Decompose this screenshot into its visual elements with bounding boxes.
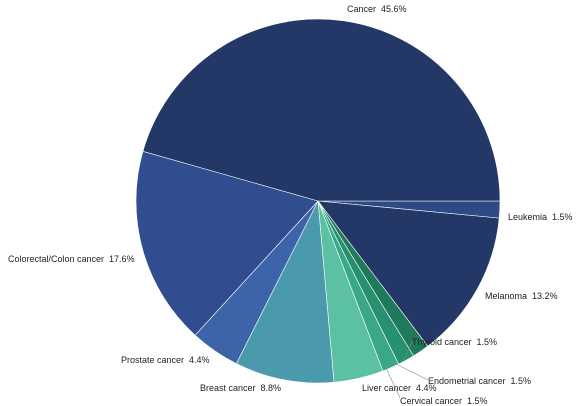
pie-slice-colorectal-colon-cancer[interactable]: [135, 150, 319, 336]
leader-line: [403, 341, 413, 361]
slice-label-value: 4.4%: [189, 355, 210, 365]
slice-label-leukemia: Leukemia 1.5%: [508, 212, 573, 222]
slice-label-value: 4.4%: [416, 383, 437, 393]
slice-label-name: Liver cancer: [362, 383, 411, 393]
slice-label-name: Cervical cancer: [400, 396, 462, 406]
slice-label-liver-cancer: Liver cancer 4.4%: [362, 383, 437, 393]
pie-slice-breast-cancer[interactable]: [235, 199, 335, 384]
slice-label-name: Prostate cancer: [121, 355, 184, 365]
slice-label-value: 1.5%: [552, 212, 573, 222]
slice-label-cervical-cancer: Cervical cancer 1.5%: [400, 396, 488, 406]
slice-label-breast-cancer: Breast cancer 8.8%: [200, 383, 281, 393]
slice-label-value: 17.6%: [109, 254, 135, 264]
slice-label-name: Leukemia: [508, 212, 547, 222]
leader-line: [395, 363, 429, 381]
pie-slices: [135, 18, 501, 384]
slice-label-thyroid-cancer: Thyroid cancer 1.5%: [412, 337, 497, 347]
slice-label-colorectal-colon-cancer: Colorectal/Colon cancer 17.6%: [8, 254, 135, 264]
slice-label-name: Breast cancer: [200, 383, 256, 393]
slice-label-value: 45.6%: [381, 4, 407, 14]
pie-slice-cancer[interactable]: [142, 18, 501, 202]
slice-label-name: Thyroid cancer: [412, 337, 472, 347]
slice-label-value: 1.5%: [477, 337, 498, 347]
slice-label-value: 1.5%: [467, 396, 488, 406]
slice-label-melanoma: Melanoma 13.2%: [485, 291, 558, 301]
slice-label-name: Melanoma: [485, 291, 527, 301]
slice-label-name: Colorectal/Colon cancer: [8, 254, 104, 264]
leader-line: [385, 367, 401, 399]
slice-label-cancer: Cancer 45.6%: [347, 4, 407, 14]
slice-label-value: 1.5%: [511, 376, 532, 386]
pie-slice-melanoma[interactable]: [317, 200, 500, 347]
slice-label-value: 13.2%: [532, 291, 558, 301]
slice-label-prostate-cancer: Prostate cancer 4.4%: [121, 355, 210, 365]
slice-label-endometrial-cancer: Endometrial cancer 1.5%: [428, 376, 531, 386]
pie-labels: Leukemia 1.5% Melanoma 13.2% Thyroid cancer 1…: [8, 4, 573, 406]
slice-label-name: Endometrial cancer: [428, 376, 506, 386]
slice-label-name: Cancer: [347, 4, 376, 14]
slice-label-value: 8.8%: [261, 383, 282, 393]
